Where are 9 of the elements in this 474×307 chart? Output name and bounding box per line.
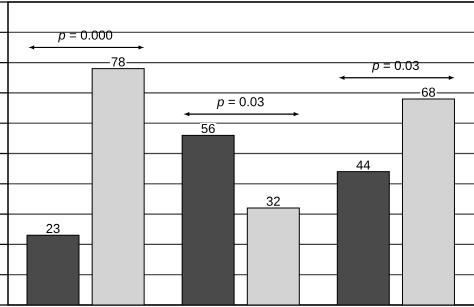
annotation: p = 0.03	[216, 97, 264, 109]
data-label: 23	[46, 224, 60, 234]
annotation: p = 0.000	[58, 30, 112, 42]
data-label: 44	[356, 160, 370, 170]
annotation: p = 0.03	[372, 60, 419, 73]
data-label: 32	[266, 196, 280, 206]
data-label: 56	[201, 124, 215, 134]
data-label: 68	[422, 88, 436, 97]
data-label: 78	[112, 57, 125, 66]
